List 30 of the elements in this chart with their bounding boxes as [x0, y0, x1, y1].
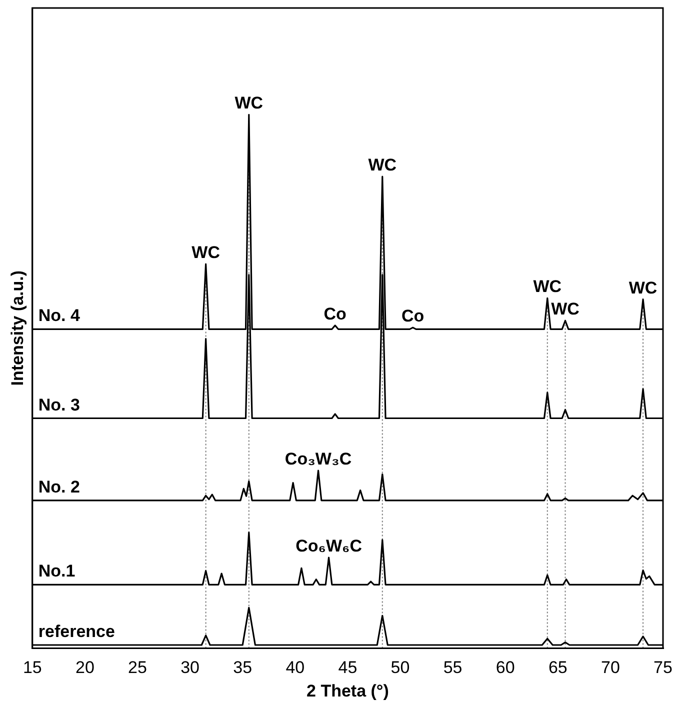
x-tick-label: 30: [180, 658, 200, 678]
x-tick-label: 25: [128, 658, 147, 678]
series-label: No. 3: [38, 395, 80, 414]
annotation: Co₆W₆C: [296, 536, 362, 556]
x-tick-label: 70: [600, 658, 620, 678]
series-label: No. 2: [38, 477, 80, 496]
annotation: WC: [368, 156, 397, 175]
x-tick-label: 60: [496, 658, 515, 678]
x-tick-label: 20: [75, 658, 94, 678]
series-label: No. 4: [38, 306, 81, 326]
annotation: WC: [192, 243, 220, 262]
series-label: No.1: [38, 562, 76, 581]
x-tick-label: 75: [654, 658, 672, 678]
x-tick-label: 45: [338, 658, 358, 678]
x-axis-title: 2 Theta (°): [306, 681, 389, 700]
x-tick-label: 35: [233, 658, 252, 678]
series-label: reference: [38, 622, 115, 641]
x-tick-label: 40: [286, 658, 305, 678]
annotation: Co: [324, 304, 346, 324]
annotation: WC: [551, 300, 580, 319]
annotation: Co₃W₃C: [284, 450, 352, 469]
annotation: WC: [533, 277, 562, 296]
x-tick-label: 55: [443, 658, 462, 678]
annotation: WC: [628, 278, 658, 298]
annotation: Co: [402, 306, 424, 326]
x-tick-label: 15: [22, 658, 42, 678]
y-axis-title: Intensity (a.u.): [8, 270, 27, 386]
x-tick-label: 50: [390, 658, 410, 678]
annotation: WC: [234, 94, 264, 113]
x-tick-label: 65: [548, 658, 568, 678]
